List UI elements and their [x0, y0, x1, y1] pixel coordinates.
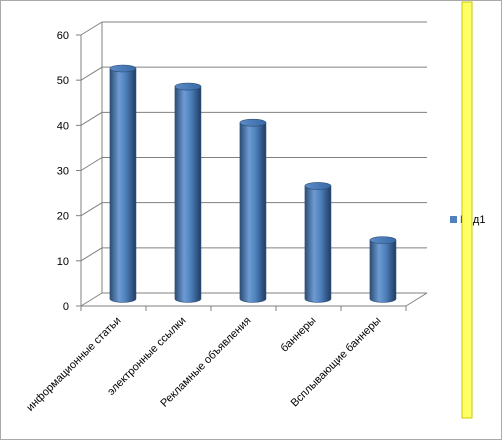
bar-top — [109, 64, 137, 73]
y-tick-label: 60 — [57, 30, 69, 42]
bar — [174, 82, 202, 303]
y-tick-label: 20 — [57, 211, 69, 223]
bar-top — [304, 182, 332, 190]
bar-top — [369, 236, 397, 244]
bar-body — [239, 122, 267, 303]
bar-body — [109, 68, 137, 303]
gridline-side — [80, 292, 103, 307]
bar-body — [369, 239, 397, 303]
legend-swatch — [450, 216, 457, 223]
bar — [304, 182, 332, 303]
y-tick-label: 10 — [57, 256, 69, 268]
y-tick-label: 30 — [57, 166, 69, 178]
bar-body — [174, 86, 202, 303]
bar-top — [174, 82, 202, 91]
gridline-side — [80, 157, 103, 171]
bar-body — [304, 185, 332, 303]
side-accent-strip — [461, 1, 473, 419]
y-tick-label: 50 — [57, 75, 69, 87]
bar — [369, 236, 397, 303]
y-axis-ticks: 0 10 20 30 40 50 60 — [57, 30, 81, 313]
bar — [109, 64, 137, 303]
gridline-side — [80, 202, 103, 217]
bars — [109, 64, 397, 303]
gridline-side — [80, 21, 103, 36]
bar-top — [239, 118, 267, 127]
x-category-label: информационные статьи — [24, 315, 123, 414]
floor-right-edge — [405, 292, 428, 307]
gridline-side — [80, 111, 103, 126]
bar — [239, 118, 267, 303]
y-tick-label: 40 — [57, 120, 69, 132]
yellow-strip — [461, 1, 473, 419]
x-category-label: баннеры — [278, 315, 318, 355]
y-tick-label: 0 — [63, 301, 69, 313]
gridline-side — [80, 66, 103, 81]
gridline-side — [80, 247, 103, 262]
